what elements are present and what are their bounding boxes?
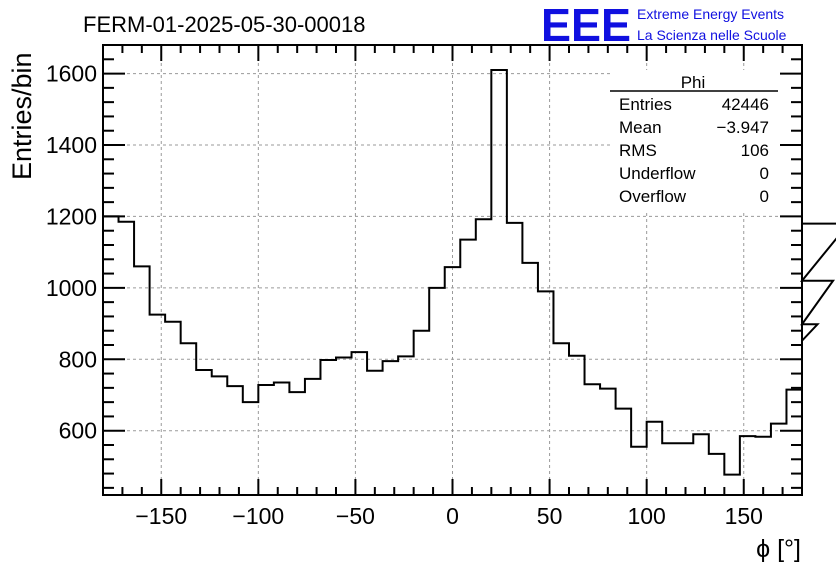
x-tick-label: 100 (627, 503, 665, 529)
chart-title: FERM-01-2025-05-30-00018 (83, 12, 366, 37)
y-tick-label: 600 (59, 418, 97, 444)
stats-label-underflow: Underflow (619, 164, 696, 183)
stats-value-entries: 42446 (722, 95, 769, 114)
y-tick-label: 800 (59, 346, 97, 372)
x-tick-label: 50 (537, 503, 563, 529)
y-tick-label: 1000 (46, 275, 97, 301)
stats-title: Phi (681, 73, 706, 92)
x-axis-label: ϕ [°] (756, 535, 801, 563)
y-tick-label: 1400 (46, 132, 97, 158)
stats-label-rms: RMS (619, 141, 657, 160)
stats-label-overflow: Overflow (619, 187, 687, 206)
stats-label-entries: Entries (619, 95, 672, 114)
x-tick-label: −50 (336, 503, 375, 529)
histogram-outline (103, 69, 836, 476)
y-tick-label: 1200 (46, 203, 97, 229)
stats-value-overflow: 0 (760, 187, 769, 206)
x-tick-labels: −150 −100 −50 0 50 100 150 (135, 503, 763, 529)
eee-logo: EEE (541, 0, 631, 51)
logo-line-1: Extreme Energy Events (637, 6, 784, 22)
x-tick-label: −100 (232, 503, 284, 529)
stats-value-rms: 106 (741, 141, 769, 160)
stats-box: Phi Entries 42446 Mean −3.947 RMS 106 Un… (610, 70, 778, 210)
stats-label-mean: Mean (619, 118, 662, 137)
logo-line-2: La Scienza nelle Scuole (637, 27, 787, 43)
stats-value-mean: −3.947 (717, 118, 769, 137)
y-tick-labels: 600 800 1000 1200 1400 1600 (46, 61, 97, 444)
x-tick-label: 0 (446, 503, 459, 529)
axis-ticks (103, 44, 802, 495)
x-tick-label: 150 (725, 503, 763, 529)
y-tick-label: 1600 (46, 61, 97, 87)
stats-value-underflow: 0 (760, 164, 769, 183)
stats-box-background (610, 70, 778, 210)
x-tick-label: −150 (135, 503, 187, 529)
y-axis-label: Entries/bin (7, 52, 37, 180)
